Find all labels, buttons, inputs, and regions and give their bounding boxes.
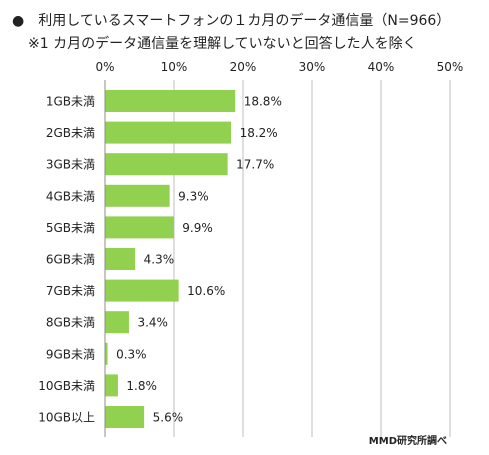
category-label: 3GB未満 <box>46 158 95 172</box>
bar <box>105 406 145 428</box>
x-tick-label: 50% <box>437 60 464 74</box>
bar <box>105 90 236 112</box>
value-label: 10.6% <box>187 284 225 298</box>
bar <box>105 279 179 302</box>
bar <box>105 184 170 207</box>
bar <box>105 153 228 176</box>
x-axis-ticks: 0% 10% 20% 30% 40% 50% <box>95 60 463 74</box>
value-label: 9.3% <box>178 189 209 203</box>
bar <box>105 216 174 239</box>
value-label: 3.4% <box>137 316 168 330</box>
title-bullet: ● <box>12 13 25 29</box>
x-tick-label: 0% <box>95 60 114 74</box>
value-label: 1.8% <box>126 379 157 393</box>
x-tick-label: 20% <box>230 60 257 74</box>
value-label: 0.3% <box>116 347 147 361</box>
category-label: 2GB未満 <box>46 126 95 140</box>
x-tick-label: 30% <box>299 60 326 74</box>
bars <box>105 90 236 428</box>
category-label: 9GB未満 <box>46 347 95 361</box>
x-tick-label: 10% <box>161 60 188 74</box>
value-label: 5.6% <box>153 411 184 425</box>
chart-title-text: 利用しているスマートフォンの１カ月のデータ通信量（N=966） <box>38 13 451 29</box>
bar <box>105 374 118 397</box>
value-label: 4.3% <box>144 253 175 267</box>
bar <box>105 248 136 270</box>
labels: 1GB未満 18.8% 2GB未満 18.2% 3GB未満 17.7% 4GB未満 9.3% 5… <box>38 95 282 425</box>
category-label: 1GB未満 <box>46 95 95 109</box>
category-label: 7GB未満 <box>46 284 95 298</box>
value-label: 9.9% <box>182 221 213 235</box>
category-label: 5GB未満 <box>46 221 95 235</box>
category-label: 10GB未満 <box>38 379 95 393</box>
source-note: MMD研究所調べ <box>368 436 447 447</box>
value-label: 18.8% <box>244 95 282 109</box>
chart-subtitle: ※1 カ月のデータ通信量を理解していないと回答した人を除く <box>28 36 417 52</box>
category-label: 10GB以上 <box>38 411 95 425</box>
chart-title: ● 利用しているスマートフォンの１カ月のデータ通信量（N=966） <box>12 10 450 30</box>
category-label: 8GB未満 <box>46 316 95 330</box>
category-label: 6GB未満 <box>46 253 95 267</box>
bar <box>105 342 108 365</box>
value-label: 18.2% <box>240 126 278 140</box>
x-tick-label: 40% <box>368 60 395 74</box>
category-label: 4GB未満 <box>46 189 95 203</box>
bar <box>105 121 232 144</box>
bar <box>105 311 129 334</box>
value-label: 17.7% <box>236 158 274 172</box>
